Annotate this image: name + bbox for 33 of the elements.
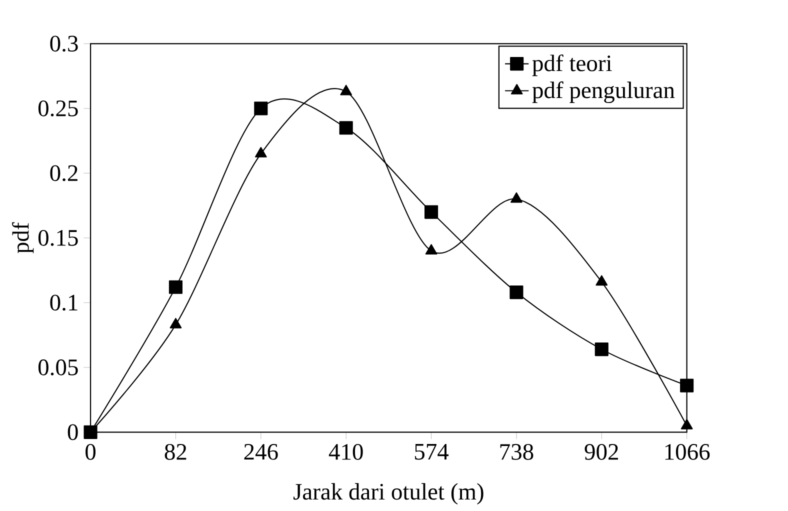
y-tick-label: 0.3 [50, 36, 78, 52]
x-tick-label: 82 [164, 444, 186, 460]
point [254, 147, 267, 158]
y-tick-label: 0.1 [50, 294, 78, 311]
y-tick-label: 0.05 [38, 359, 78, 376]
point [680, 378, 694, 392]
legend-label: pdf teori [532, 54, 612, 76]
point [510, 192, 522, 203]
x-tick-label: 902 [584, 444, 618, 460]
point [340, 84, 352, 96]
point [339, 121, 353, 135]
y-tick-label: 0.15 [38, 230, 78, 246]
point [424, 205, 438, 219]
y-tick-label: 0.25 [38, 100, 78, 116]
point [425, 244, 438, 255]
x-tick-label: 246 [244, 444, 278, 460]
x-tick-label: 738 [500, 444, 534, 460]
x-tick-label: 410 [328, 444, 363, 460]
y-tick-label: 0 [68, 424, 78, 440]
x-tick-label: 1066 [665, 444, 710, 460]
point [170, 318, 182, 328]
point [168, 280, 183, 294]
x-tick-label: 0 [86, 444, 96, 460]
y-tick-label: 0.2 [50, 165, 78, 182]
point [596, 275, 608, 286]
point [680, 418, 693, 430]
x-axis-title: Jarak dari otulet (m) [294, 483, 484, 505]
point [254, 102, 268, 116]
legend-label: pdf penguluran [532, 81, 675, 104]
y-axis-title: pdf [12, 222, 34, 254]
point [594, 342, 608, 356]
point [510, 286, 524, 300]
x-tick-label: 574 [415, 444, 449, 460]
